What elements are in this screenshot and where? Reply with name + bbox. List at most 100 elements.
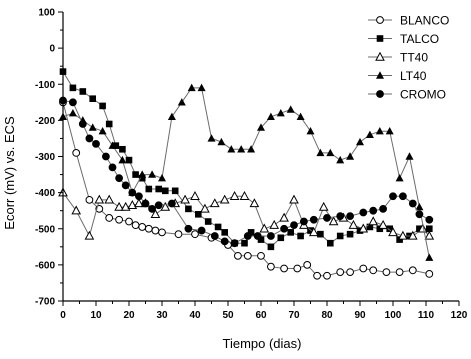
data-point bbox=[114, 201, 124, 211]
y-tick-label: 0 bbox=[49, 44, 55, 55]
data-point bbox=[99, 102, 106, 110]
data-point bbox=[243, 251, 252, 260]
data-point bbox=[115, 215, 123, 224]
data-point bbox=[389, 192, 397, 201]
legend-label: TT40 bbox=[400, 51, 428, 65]
legend-marker bbox=[376, 16, 384, 24]
data-point bbox=[326, 148, 335, 157]
legend-item-tt40: TT40 bbox=[368, 51, 428, 65]
series-cromo bbox=[59, 96, 434, 248]
data-point bbox=[303, 260, 312, 269]
data-point bbox=[72, 148, 81, 157]
data-point bbox=[425, 253, 434, 261]
y-axis-title: Ecorr (mV) vs. ECS bbox=[2, 116, 17, 230]
data-point bbox=[134, 198, 144, 208]
data-point bbox=[277, 234, 285, 242]
data-point bbox=[168, 199, 176, 208]
data-point bbox=[346, 212, 355, 221]
series-layer bbox=[58, 68, 435, 280]
data-point bbox=[121, 181, 130, 190]
data-point bbox=[148, 170, 157, 178]
legend-item-blanco: BLANCO bbox=[368, 14, 449, 28]
data-point bbox=[356, 137, 364, 146]
data-point bbox=[399, 192, 407, 201]
data-point bbox=[230, 239, 239, 248]
data-point bbox=[69, 98, 77, 107]
data-point bbox=[366, 223, 374, 231]
data-point bbox=[78, 120, 87, 128]
legend-item-lt40: LT40 bbox=[368, 69, 427, 83]
data-point bbox=[257, 123, 265, 131]
data-point bbox=[177, 98, 186, 106]
data-point bbox=[368, 216, 379, 226]
data-point bbox=[125, 217, 133, 226]
data-point bbox=[358, 223, 369, 233]
data-point bbox=[346, 268, 355, 277]
legend-label: CROMO bbox=[400, 88, 446, 102]
data-point bbox=[204, 218, 212, 225]
data-point bbox=[318, 201, 329, 211]
x-tick-label: 60 bbox=[255, 310, 267, 321]
data-point bbox=[105, 120, 113, 128]
data-point bbox=[286, 105, 295, 113]
data-point bbox=[269, 219, 280, 229]
data-point bbox=[102, 152, 110, 161]
legend-item-cromo: CROMO bbox=[368, 88, 446, 102]
data-point bbox=[336, 212, 345, 221]
data-point bbox=[162, 187, 169, 195]
data-point bbox=[197, 226, 206, 235]
data-point bbox=[200, 203, 210, 213]
data-point bbox=[336, 155, 345, 164]
data-point bbox=[150, 209, 161, 218]
data-point bbox=[267, 243, 275, 251]
data-point bbox=[237, 145, 246, 153]
legend: BLANCO TALCO TT40 LT40 CROMO bbox=[368, 14, 449, 102]
data-point bbox=[289, 194, 299, 204]
data-point bbox=[336, 268, 345, 277]
data-point bbox=[323, 271, 331, 280]
data-point bbox=[234, 251, 242, 260]
legend-label: TALCO bbox=[400, 32, 439, 46]
data-point bbox=[359, 264, 368, 273]
data-point bbox=[132, 171, 139, 178]
y-tick-label: -400 bbox=[35, 188, 55, 199]
legend-marker bbox=[375, 51, 385, 61]
data-point bbox=[119, 145, 126, 153]
data-point bbox=[71, 205, 82, 215]
data-point bbox=[425, 215, 434, 224]
data-point bbox=[207, 134, 216, 142]
data-point bbox=[141, 199, 150, 208]
data-point bbox=[88, 123, 97, 131]
data-point bbox=[243, 232, 252, 240]
data-point bbox=[375, 127, 384, 135]
data-point bbox=[145, 185, 153, 193]
data-point bbox=[174, 230, 183, 239]
data-point bbox=[214, 223, 222, 231]
data-point bbox=[378, 219, 388, 229]
y-tick-label: -100 bbox=[35, 80, 55, 91]
x-axis-title: Tiempo (dias) bbox=[223, 336, 302, 351]
y-tick-label: 100 bbox=[38, 8, 55, 19]
x-tick-label: 110 bbox=[418, 310, 435, 321]
data-point bbox=[171, 187, 179, 195]
data-point bbox=[158, 228, 166, 237]
data-point bbox=[290, 221, 298, 230]
data-point bbox=[323, 214, 331, 222]
data-point bbox=[313, 271, 322, 280]
data-point bbox=[379, 204, 388, 213]
data-point bbox=[180, 194, 190, 204]
data-point bbox=[210, 232, 219, 240]
data-point bbox=[408, 266, 417, 275]
x-tick-label: 20 bbox=[123, 310, 135, 321]
data-point bbox=[300, 217, 308, 226]
data-point bbox=[151, 226, 160, 235]
data-point bbox=[395, 268, 404, 277]
data-point bbox=[279, 212, 289, 222]
data-point bbox=[127, 200, 138, 209]
data-point bbox=[426, 225, 433, 233]
data-point bbox=[259, 223, 270, 233]
data-point bbox=[257, 251, 265, 260]
data-point bbox=[79, 88, 87, 95]
data-point bbox=[308, 227, 319, 237]
data-point bbox=[267, 262, 275, 271]
